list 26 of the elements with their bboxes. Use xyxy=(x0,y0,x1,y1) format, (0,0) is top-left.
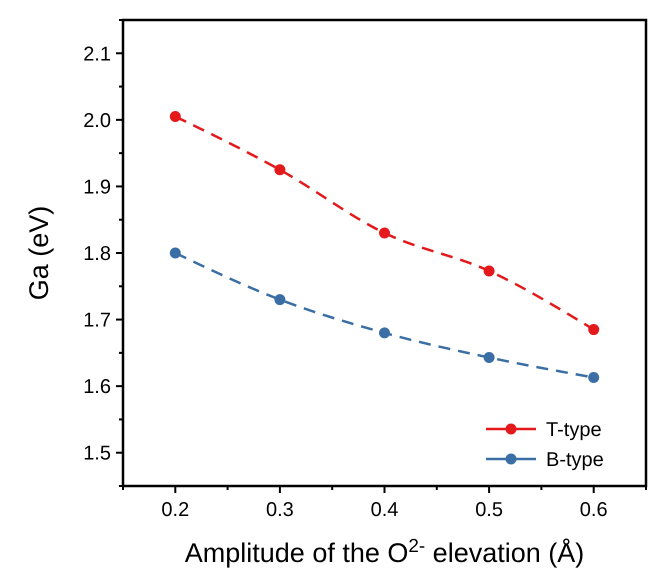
point xyxy=(274,164,286,176)
point xyxy=(484,352,495,364)
point xyxy=(484,265,495,276)
y-tick-label: 1.6 xyxy=(83,376,111,398)
y-tick-label: 1.9 xyxy=(83,176,111,198)
point xyxy=(379,228,390,239)
point xyxy=(170,248,181,258)
point xyxy=(274,294,286,306)
legend-label: B-type xyxy=(546,449,604,471)
x-tick-label: 0.2 xyxy=(161,499,190,521)
point xyxy=(379,327,390,338)
y-tick-label: 1.8 xyxy=(83,243,111,265)
point xyxy=(170,111,181,122)
x-tick-label: 0.5 xyxy=(475,499,504,521)
y-tick-label: 2.1 xyxy=(83,43,111,66)
legend-label: T-type xyxy=(546,419,602,441)
y-axis-title: Ga (eV) xyxy=(24,206,54,300)
point xyxy=(588,324,600,336)
point xyxy=(588,372,600,383)
x-tick-label: 0.3 xyxy=(266,499,294,521)
y-tick-label: 1.7 xyxy=(83,310,111,332)
x-tick-label: 0.4 xyxy=(370,499,398,521)
x-tick-label: 0.6 xyxy=(580,499,608,521)
y-tick-label: 2.0 xyxy=(83,110,111,132)
y-tick-label: 1.5 xyxy=(83,442,111,465)
x-axis-title: Amplitude of the O$^{2-}$ elevation (Å) xyxy=(184,536,584,568)
